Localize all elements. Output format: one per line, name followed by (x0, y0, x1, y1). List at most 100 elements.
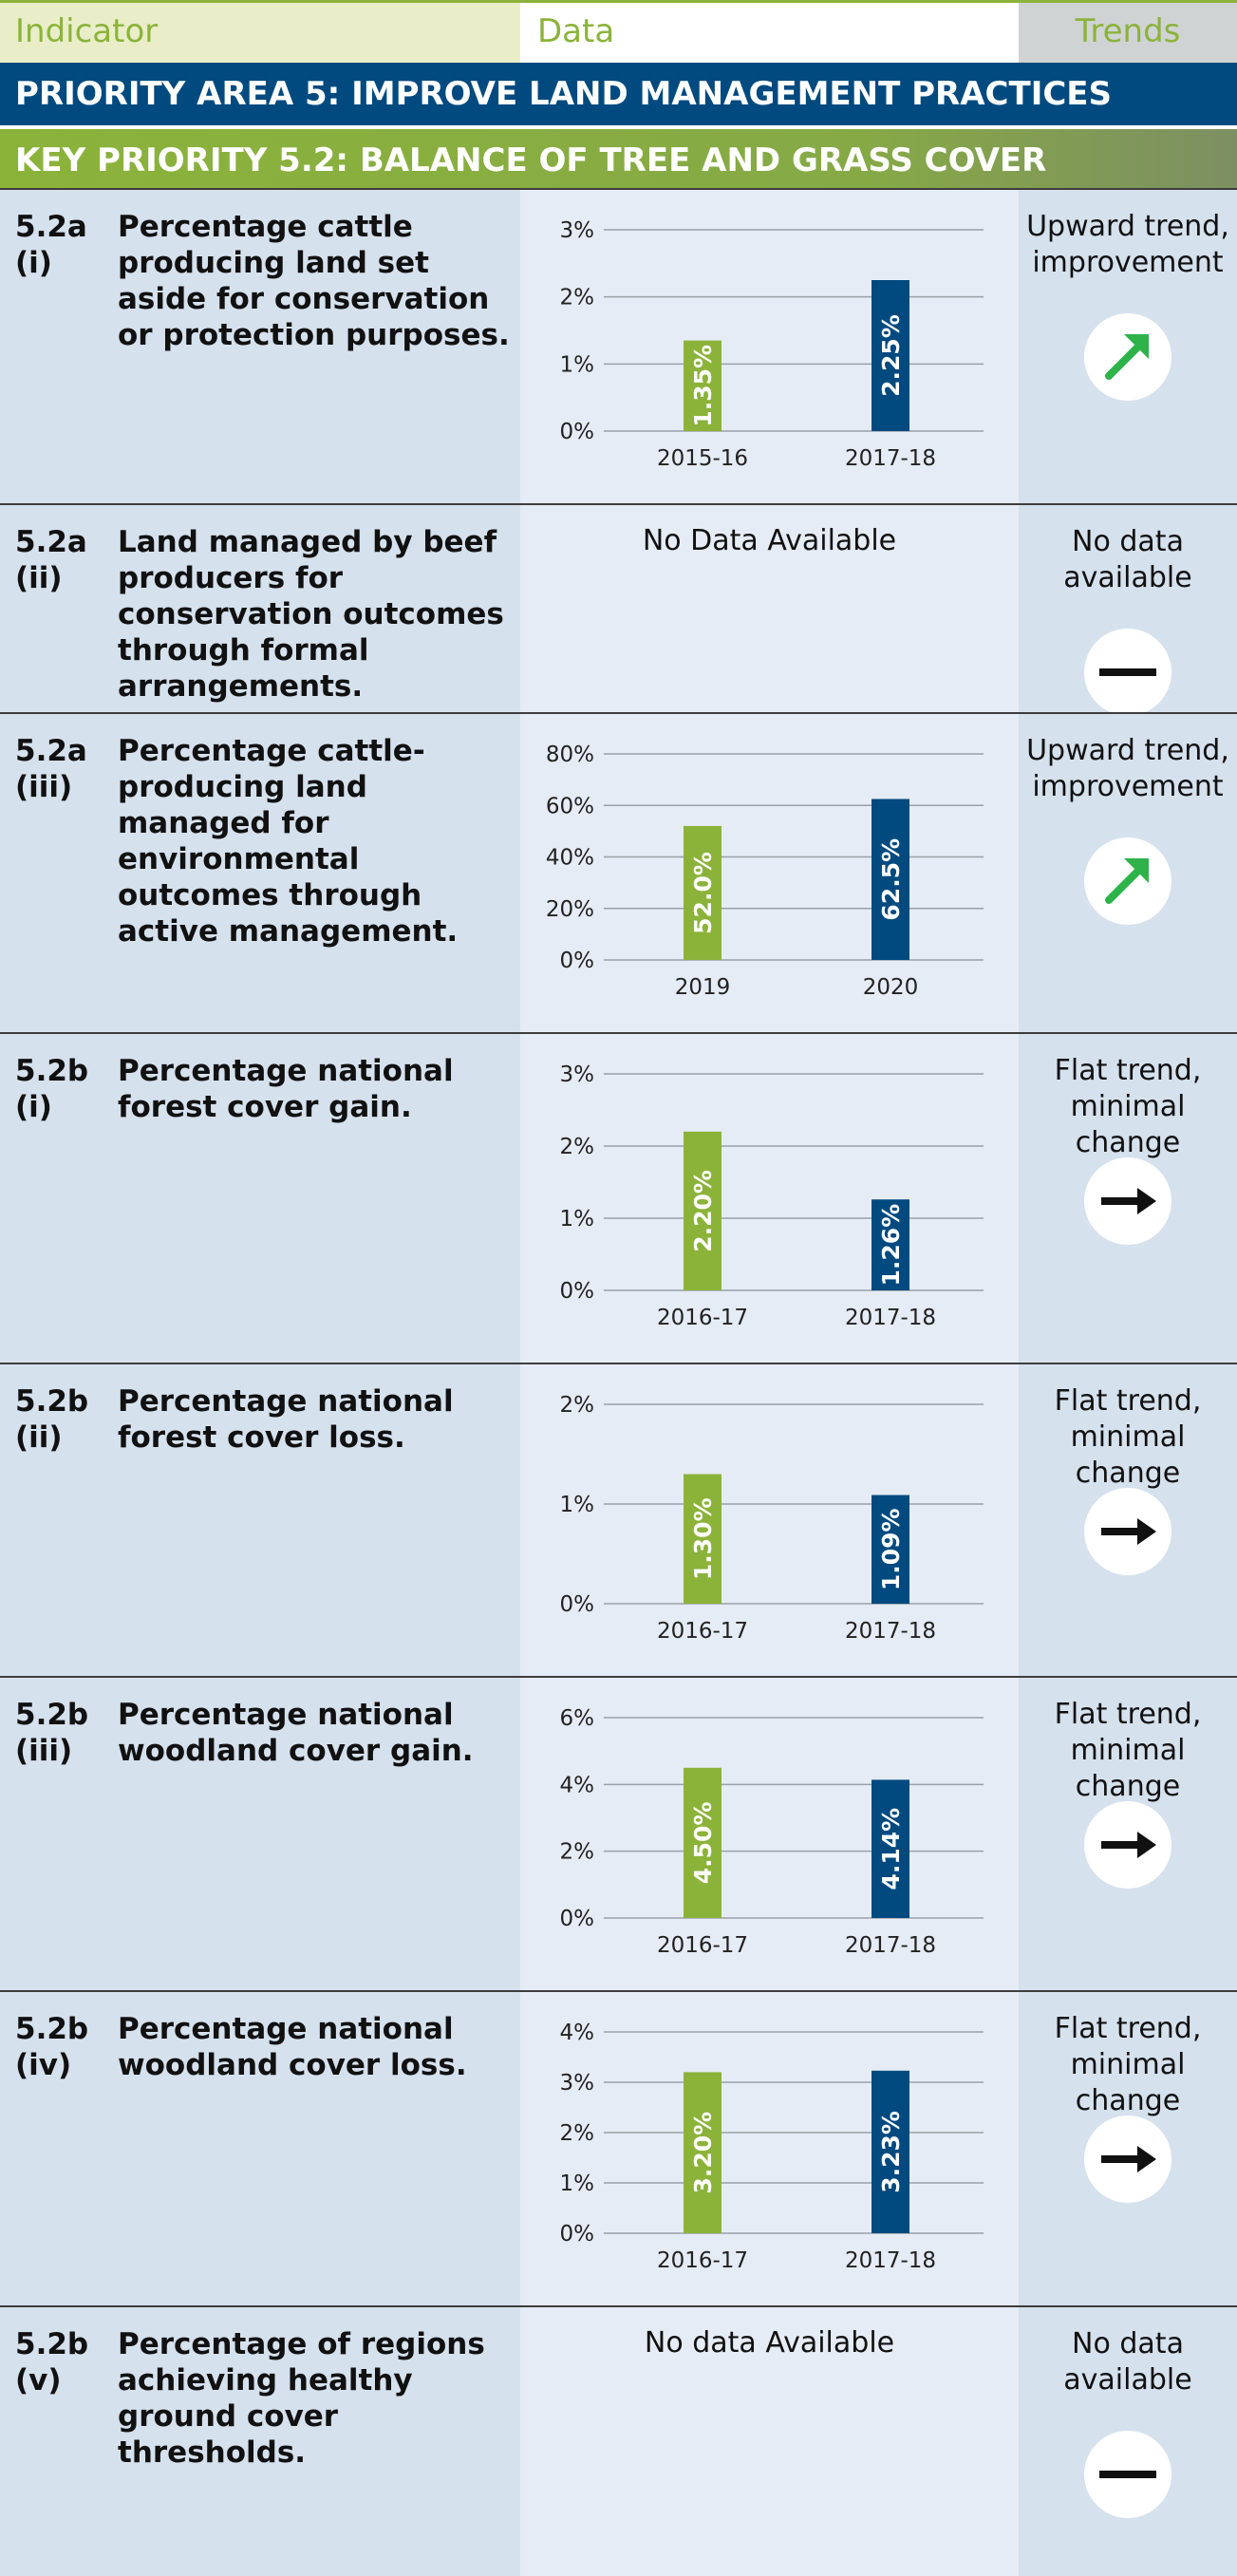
no-data-text: No data Available (644, 2326, 895, 2360)
indicator-code: 5.2b (ii) (15, 1384, 89, 1455)
header-indicator: Indicator (0, 0, 520, 63)
y-tick-label: 1% (560, 352, 595, 377)
x-tick-label: 2017-18 (845, 1933, 936, 1958)
bar-chart: 0% 20% 40% 60% 80% 52.0% 2019 62.5% 2020 (546, 743, 984, 1000)
no-data-text: No Data Available (642, 524, 897, 557)
indicator-code: 5.2a (iii) (15, 734, 87, 804)
trend-text: Flat trend, minimal change (1054, 1054, 1202, 1159)
arrow-up-right-icon (1084, 313, 1171, 401)
y-tick-label: 3% (560, 2071, 595, 2096)
data-cell: 0% 20% 40% 60% 80% 52.0% 2019 62.5% 2020 (520, 714, 1019, 1032)
indicator-row: 5.2b (i) Percentage national forest cover… (0, 1032, 1237, 1363)
trend-text: Flat trend, minimal change (1054, 1384, 1202, 1490)
y-tick-label: 2% (560, 286, 595, 310)
x-tick-label: 2020 (863, 975, 919, 1000)
bar-value-label: 1.26% (877, 1204, 905, 1287)
y-tick-label: 3% (560, 218, 595, 243)
bar-value-label: 3.23% (877, 2111, 905, 2193)
bar-value-label: 1.09% (877, 1508, 905, 1590)
indicator-description: Percentage national woodland cover loss. (118, 2012, 467, 2082)
trend-cell: No data available (1019, 505, 1237, 716)
indicator-code: 5.2b (v) (15, 2327, 89, 2397)
y-tick-label: 2% (560, 2121, 595, 2146)
indicator-row: 5.2b (v) Percentage of regions achieving … (0, 2305, 1237, 2576)
x-tick-label: 2016-17 (657, 1619, 748, 1644)
indicator-code: 5.2b (iii) (15, 1698, 89, 1768)
dash-icon (1084, 2431, 1171, 2518)
bar (872, 1495, 909, 1604)
arrow-right-icon (1084, 2115, 1171, 2203)
bar (684, 1131, 722, 1290)
dash-icon (1084, 629, 1171, 716)
indicator-code: 5.2b (i) (15, 1054, 89, 1124)
bar-chart: 0% 1% 2% 3% 2.20% 2016-17 1.26% 2017-18 (560, 1062, 984, 1330)
y-tick-label: 40% (546, 846, 594, 871)
indicator-cell: 5.2b (i) Percentage national forest cover… (0, 1034, 520, 1363)
bar (872, 1779, 909, 1918)
indicator-description: Percentage of regions achieving healthy … (118, 2327, 485, 2470)
indicator-cell: 5.2a (i) Percentage cattle producing land… (0, 190, 520, 503)
trend-text: Upward trend, improvement (1026, 210, 1229, 279)
arrow-up-right-icon (1084, 837, 1171, 925)
indicator-description: Percentage national forest cover loss. (118, 1384, 454, 1455)
y-tick-label: 2% (560, 1135, 595, 1159)
data-cell: 0% 1% 2% 3% 4% 3.20% 2016-17 3.23% 2017-18 (520, 1992, 1019, 2305)
indicator-description: Percentage cattle producing land set asi… (118, 210, 510, 352)
data-cell: 0% 2% 4% 6% 4.50% 2016-17 4.14% 2017-18 (520, 1678, 1019, 1990)
bar-value-label: 1.35% (689, 345, 717, 427)
trend-text: No data available (1063, 525, 1192, 594)
bar-value-label: 2.25% (877, 314, 905, 397)
y-tick-label: 0% (560, 1279, 595, 1304)
bar (872, 280, 909, 431)
arrow-right-icon (1084, 1801, 1171, 1889)
y-tick-label: 0% (560, 1592, 595, 1617)
indicator-row: 5.2b (iv) Percentage national woodland co… (0, 1990, 1237, 2305)
trend-text: Flat trend, minimal change (1054, 2012, 1202, 2117)
y-tick-label: 20% (546, 897, 594, 922)
trend-cell: Upward trend, improvement (1019, 714, 1237, 1032)
trend-text: No data available (1063, 2327, 1192, 2397)
indicator-description: Percentage cattle-producing land managed… (118, 734, 459, 949)
y-tick-label: 0% (560, 949, 595, 973)
x-tick-label: 2016-17 (657, 1306, 748, 1330)
bar-value-label: 3.20% (689, 2112, 717, 2194)
y-tick-label: 2% (560, 1393, 595, 1418)
indicator-cell: 5.2b (iii) Percentage national woodland c… (0, 1678, 520, 1990)
indicator-row: 5.2b (iii) Percentage national woodland c… (0, 1676, 1237, 1990)
y-tick-label: 0% (560, 2222, 595, 2247)
bar (872, 2070, 909, 2233)
bar-value-label: 62.5% (877, 838, 905, 921)
data-cell: 0% 1% 2% 3% 1.35% 2015-16 2.25% 2017-18 (520, 190, 1019, 503)
bar-value-label: 4.50% (689, 1802, 717, 1885)
indicator-code: 5.2a (i) (15, 210, 87, 280)
data-cell: No data Available (520, 2307, 1019, 2576)
bar-chart: 0% 2% 4% 6% 4.50% 2016-17 4.14% 2017-18 (560, 1706, 984, 1958)
indicator-code: 5.2a (ii) (15, 525, 87, 595)
bar-value-label: 52.0% (689, 852, 717, 934)
bar (684, 1474, 722, 1604)
x-tick-label: 2017-18 (845, 2248, 936, 2273)
indicator-row: 5.2b (ii) Percentage national forest cove… (0, 1363, 1237, 1676)
arrow-right-icon (1084, 1488, 1171, 1575)
trend-text: Upward trend, improvement (1026, 734, 1229, 803)
trend-cell: Flat trend, minimal change (1019, 1034, 1237, 1363)
indicator-description: Percentage national woodland cover gain. (118, 1698, 474, 1768)
data-cell: 0% 1% 2% 3% 2.20% 2016-17 1.26% 2017-18 (520, 1034, 1019, 1363)
trend-cell: Flat trend, minimal change (1019, 1678, 1237, 1990)
indicator-cell: 5.2a (iii) Percentage cattle-producing la… (0, 714, 520, 1032)
x-tick-label: 2015-16 (657, 446, 748, 471)
bar (684, 340, 722, 431)
indicator-cell: 5.2b (ii) Percentage national forest cove… (0, 1364, 520, 1676)
priority-area-banner: PRIORITY AREA 5: IMPROVE LAND MANAGEMENT… (0, 63, 1237, 125)
y-tick-label: 3% (560, 1062, 595, 1087)
x-tick-label: 2016-17 (657, 1933, 748, 1958)
indicator-row: 5.2a (iii) Percentage cattle-producing la… (0, 712, 1237, 1032)
key-priority-banner: KEY PRIORITY 5.2: BALANCE OF TREE AND GR… (0, 125, 1237, 188)
x-tick-label: 2017-18 (845, 446, 936, 471)
y-tick-label: 80% (546, 743, 594, 767)
x-tick-label: 2016-17 (657, 2248, 748, 2273)
bar (684, 2072, 722, 2233)
data-cell: 0% 1% 2% 1.30% 2016-17 1.09% 2017-18 (520, 1364, 1019, 1676)
indicator-description: Percentage national forest cover gain. (118, 1054, 454, 1124)
header-data: Data (520, 0, 1019, 63)
